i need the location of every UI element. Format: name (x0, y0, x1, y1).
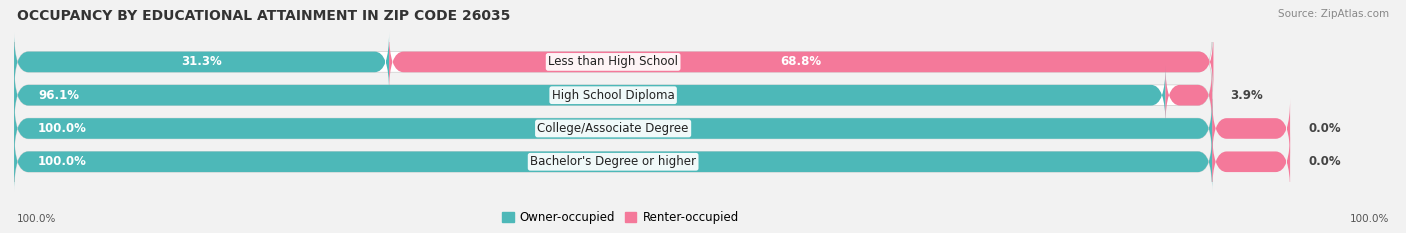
Text: Less than High School: Less than High School (548, 55, 678, 69)
Text: College/Associate Degree: College/Associate Degree (537, 122, 689, 135)
Text: Bachelor's Degree or higher: Bachelor's Degree or higher (530, 155, 696, 168)
Text: 31.3%: 31.3% (181, 55, 222, 69)
Text: 100.0%: 100.0% (1350, 214, 1389, 224)
Text: 3.9%: 3.9% (1230, 89, 1263, 102)
Text: 100.0%: 100.0% (38, 155, 87, 168)
Text: 100.0%: 100.0% (17, 214, 56, 224)
FancyBboxPatch shape (14, 65, 1166, 125)
Text: 0.0%: 0.0% (1308, 122, 1341, 135)
Text: 96.1%: 96.1% (38, 89, 79, 102)
Text: 100.0%: 100.0% (38, 122, 87, 135)
FancyBboxPatch shape (1166, 65, 1212, 125)
FancyBboxPatch shape (14, 99, 1212, 158)
Legend: Owner-occupied, Renter-occupied: Owner-occupied, Renter-occupied (498, 206, 744, 229)
FancyBboxPatch shape (14, 132, 1212, 191)
FancyBboxPatch shape (14, 132, 1212, 191)
Text: High School Diploma: High School Diploma (551, 89, 675, 102)
Text: OCCUPANCY BY EDUCATIONAL ATTAINMENT IN ZIP CODE 26035: OCCUPANCY BY EDUCATIONAL ATTAINMENT IN Z… (17, 9, 510, 23)
FancyBboxPatch shape (14, 99, 1212, 158)
FancyBboxPatch shape (1212, 132, 1291, 191)
FancyBboxPatch shape (1212, 99, 1291, 158)
FancyBboxPatch shape (14, 32, 389, 92)
FancyBboxPatch shape (14, 65, 1212, 125)
Text: 0.0%: 0.0% (1308, 155, 1341, 168)
Text: 68.8%: 68.8% (780, 55, 823, 69)
Text: Source: ZipAtlas.com: Source: ZipAtlas.com (1278, 9, 1389, 19)
FancyBboxPatch shape (389, 32, 1213, 92)
FancyBboxPatch shape (14, 32, 1212, 92)
